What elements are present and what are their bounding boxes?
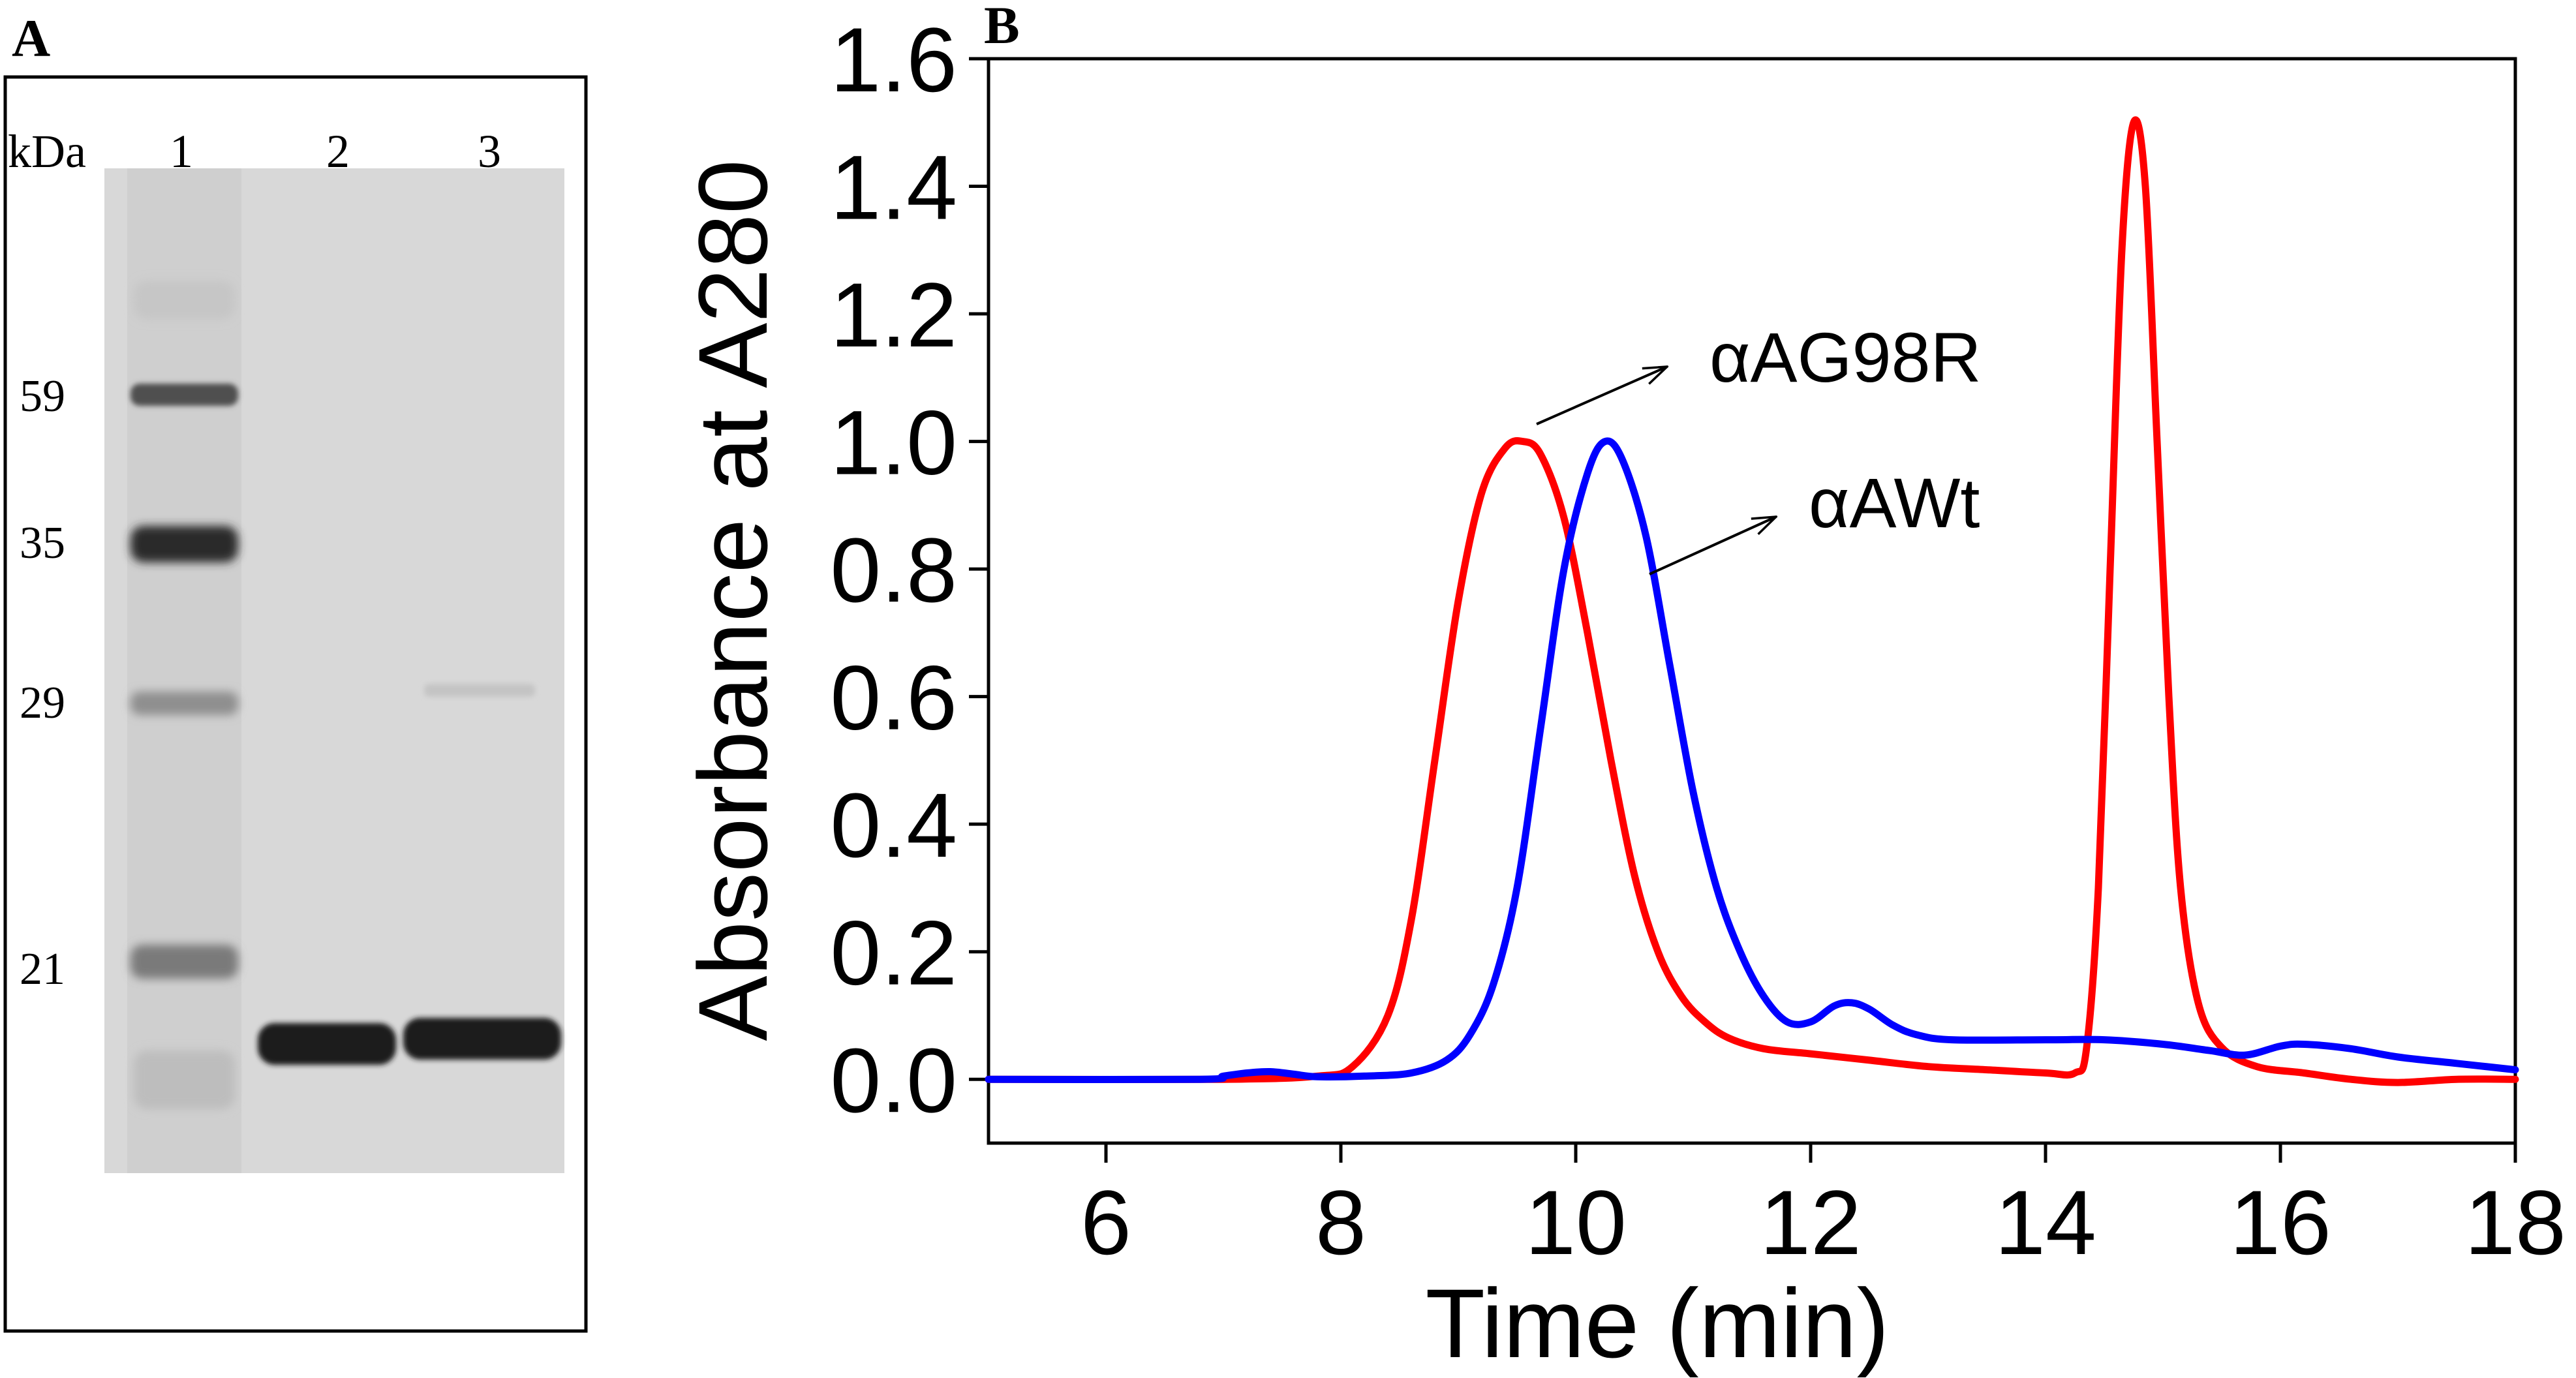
marker-label-21: 21: [20, 944, 65, 994]
marker-label-59: 59: [20, 371, 65, 421]
y-tick-label: 1.4: [830, 136, 957, 239]
annotation-ag98r: αAG98R: [1710, 318, 1982, 397]
y-tick-label: 1.0: [830, 391, 957, 494]
arrow-ag98r: [1536, 367, 1667, 425]
ladder-band-29: [130, 692, 238, 715]
y-tick-label: 0.0: [830, 1029, 957, 1131]
y-tick-label: 0.6: [830, 647, 957, 749]
x-axis: 6 8 10 12 14 16 18: [1081, 1143, 2566, 1274]
y-axis: 0.0 0.2 0.4 0.6 0.8 1.0 1.2 1.4 1.6: [830, 8, 989, 1131]
y-tick-label: 1.2: [830, 264, 957, 366]
y-tick-label: 0.2: [830, 902, 957, 1004]
ladder-band-35: [130, 526, 238, 562]
x-tick-label: 16: [2230, 1171, 2331, 1274]
x-tick-label: 10: [1525, 1171, 1627, 1274]
ladder-band-21: [130, 945, 238, 979]
x-tick-label: 12: [1760, 1171, 1862, 1274]
kda-label: kDa: [8, 125, 86, 177]
plot-frame: [987, 57, 2517, 1145]
marker-label-29: 29: [20, 678, 65, 728]
panel-a-label: A: [12, 8, 50, 68]
annotation-awt: αAWt: [1809, 463, 1980, 542]
y-tick-label: 1.6: [830, 8, 957, 111]
y-tick-label: 0.8: [830, 519, 957, 621]
x-axis-label: Time (min): [1425, 1268, 1889, 1378]
y-tick-label: 0.4: [830, 774, 957, 876]
y-axis-label: Absorbance at A280: [678, 159, 788, 1041]
sample-band-lane-3: [403, 1018, 561, 1060]
x-tick-label: 6: [1081, 1171, 1131, 1274]
panel-b: B 0.0 0.2 0.4 0.6 0.8 1.0 1.2 1.4 1.6 6 8 10 12 14 16…: [678, 0, 2566, 1378]
x-tick-label: 14: [1995, 1171, 2096, 1274]
marker-label-35: 35: [20, 518, 65, 568]
series-line-red: [985, 116, 2519, 1086]
arrow-awt: [1649, 517, 1776, 575]
ladder-smear: [134, 1050, 235, 1109]
series-layer: [985, 116, 2519, 1086]
x-tick-label: 8: [1315, 1171, 1366, 1274]
faint-band-lane-3: [424, 684, 535, 697]
sample-band-lane-2: [258, 1023, 396, 1065]
panel-b-label: B: [984, 0, 1020, 55]
panel-a: A kDa 1 2 3 59 35 29 21: [3, 8, 588, 1333]
ladder-smear-top: [134, 281, 235, 320]
series-line-blue: [985, 437, 2519, 1084]
x-tick-label: 18: [2464, 1171, 2566, 1274]
gel-lane-1-shade: [127, 168, 241, 1173]
ladder-band-59: [130, 384, 238, 406]
